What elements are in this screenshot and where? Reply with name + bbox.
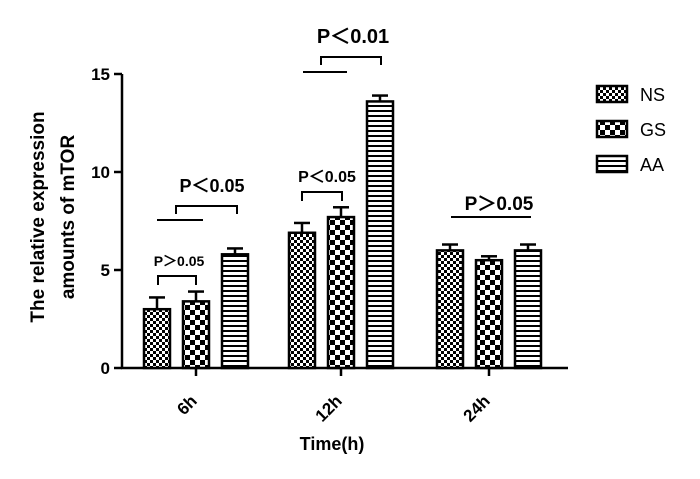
- legend-label-ns: NS: [640, 85, 665, 105]
- bar-ns-6h: [142, 307, 172, 370]
- bar-ns-24h: [435, 249, 465, 370]
- bar-gs-6h: [181, 300, 211, 370]
- x-axis-ticks: 6h 12h 24h: [173, 368, 494, 426]
- legend-swatch-ns: [595, 84, 629, 104]
- bracket-12h-pair-aa: [320, 56, 382, 65]
- significance-label: P＞0.05: [154, 253, 205, 269]
- y-tick-label: 10: [91, 163, 110, 182]
- legend-swatch-aa: [595, 154, 629, 174]
- legend: NS GS AA: [595, 84, 666, 175]
- y-axis-title-line-2: amounts of mTOR: [58, 135, 79, 300]
- y-axis-title-line-1: The relative expression: [28, 111, 49, 322]
- y-tick-label: 0: [101, 359, 110, 378]
- bracket-6h-ns-gs: [157, 275, 197, 285]
- y-tick-label: 15: [91, 65, 110, 84]
- legend-label-gs: GS: [640, 120, 666, 140]
- significance-label: P＜0.01: [317, 26, 389, 48]
- significance-label: P＜0.05: [298, 169, 356, 186]
- y-axis-ticks: 0 5 10 15: [91, 65, 122, 378]
- bracket-6h-pair-aa: [175, 205, 238, 214]
- bar-ns-12h: [287, 231, 317, 370]
- bar-aa-12h: [365, 100, 395, 370]
- y-tick-label: 5: [101, 261, 110, 280]
- significance-brackets: P＞0.05 P＜0.05 P＜0.05 P＜0.01 P＞0.05: [154, 26, 534, 285]
- bar-gs-24h: [474, 258, 504, 370]
- x-tick-label: 6h: [173, 391, 200, 418]
- x-tick-label: 12h: [312, 391, 346, 425]
- bracket-12h-ns-gs: [301, 191, 343, 201]
- bar-aa-24h: [513, 249, 543, 370]
- x-axis-title: Time(h): [300, 434, 365, 454]
- y-axis-title: The relative expression amounts of mTOR: [28, 111, 79, 322]
- significance-label: P＜0.05: [179, 176, 244, 196]
- x-tick-label: 24h: [460, 391, 494, 425]
- legend-label-aa: AA: [640, 155, 664, 175]
- significance-label: P＞0.05: [465, 194, 534, 215]
- bars-group: [142, 94, 543, 370]
- legend-swatch-gs: [595, 119, 629, 139]
- bar-gs-12h: [326, 215, 356, 370]
- bar-aa-6h: [220, 253, 250, 370]
